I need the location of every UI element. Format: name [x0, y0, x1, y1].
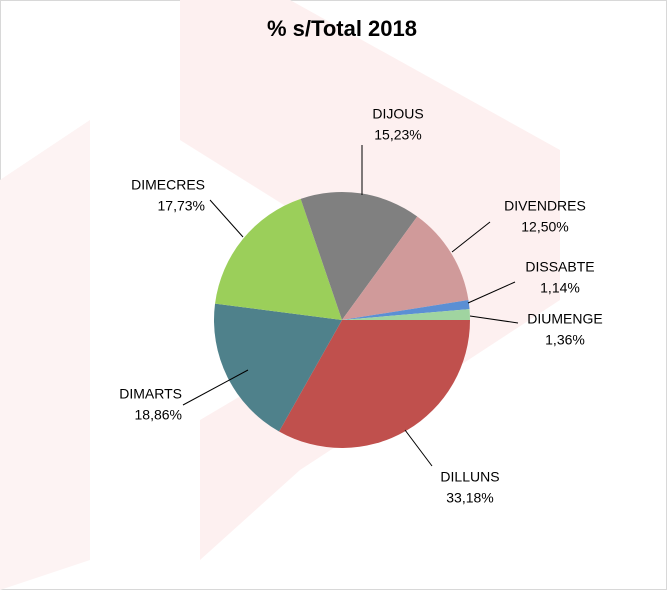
leader-line [209, 199, 244, 238]
chart-title: % s/Total 2018 [267, 16, 417, 41]
leader-line [451, 221, 491, 253]
pie-slice [300, 191, 418, 320]
slice-value-label: 18,86% [135, 407, 182, 423]
pie-slice [279, 320, 470, 448]
leader-line [469, 315, 519, 324]
slice-label: DIJOUS [372, 106, 423, 122]
slice-value-label: 12,50% [521, 219, 568, 235]
pie-slice [342, 299, 470, 320]
slice-value-label: 17,73% [158, 198, 205, 214]
slice-label: DILLUNS [440, 469, 499, 485]
slice-label: DIMARTS [119, 386, 182, 402]
pie-slice [215, 198, 342, 320]
watermark [0, 120, 90, 590]
leader-line [182, 369, 249, 406]
slice-label: DISSABTE [525, 259, 594, 275]
slice-label: DIUMENGE [527, 311, 602, 327]
slice-label: DIMECRES [131, 177, 205, 193]
slice-value-label: 1,14% [540, 280, 580, 296]
pie-slice [342, 309, 470, 320]
slice-value-label: 1,36% [545, 332, 585, 348]
slice-value-label: 33,18% [446, 490, 493, 506]
leader-line [467, 281, 516, 304]
pie-slice [214, 303, 342, 432]
leader-line [404, 429, 433, 467]
slice-label: DIVENDRES [504, 198, 586, 214]
slice-value-label: 15,23% [374, 127, 421, 143]
pie-slice [342, 216, 469, 320]
